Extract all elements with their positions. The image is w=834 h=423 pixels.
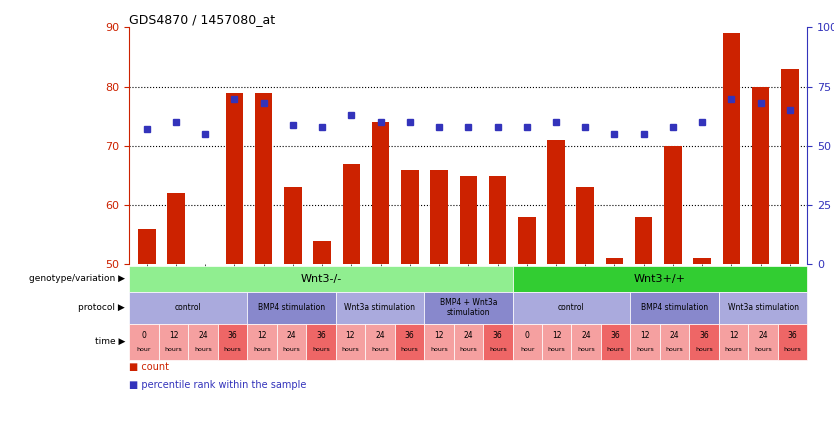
Text: 12: 12 (729, 331, 738, 340)
Text: 24: 24 (581, 331, 591, 340)
Text: BMP4 + Wnt3a
stimulation: BMP4 + Wnt3a stimulation (440, 298, 497, 317)
Bar (518, 217, 535, 264)
Bar (576, 187, 594, 264)
Bar (284, 187, 302, 264)
Text: 12: 12 (552, 331, 561, 340)
Text: ■ count: ■ count (129, 362, 169, 372)
Text: hour: hour (520, 347, 535, 352)
Text: 24: 24 (758, 331, 768, 340)
Text: hours: hours (430, 347, 448, 352)
Bar (547, 140, 565, 264)
Text: 36: 36 (610, 331, 620, 340)
Text: hour: hour (137, 347, 151, 352)
Bar (343, 164, 360, 264)
Bar (138, 229, 156, 264)
Text: 24: 24 (464, 331, 473, 340)
Text: 24: 24 (670, 331, 680, 340)
Bar (489, 176, 506, 264)
Text: 12: 12 (345, 331, 355, 340)
Bar (314, 241, 331, 264)
Bar (226, 93, 244, 264)
Text: hours: hours (666, 347, 684, 352)
Text: 12: 12 (257, 331, 267, 340)
Text: 36: 36 (316, 331, 326, 340)
Text: 36: 36 (699, 331, 709, 340)
Text: Wnt3a stimulation: Wnt3a stimulation (727, 303, 799, 312)
Text: hours: hours (371, 347, 389, 352)
Text: hours: hours (548, 347, 565, 352)
Bar (168, 193, 185, 264)
Text: Wnt3-/-: Wnt3-/- (300, 274, 341, 284)
Text: hours: hours (754, 347, 772, 352)
Bar (693, 258, 711, 264)
Text: GDS4870 / 1457080_at: GDS4870 / 1457080_at (129, 14, 275, 26)
Text: Wnt3a stimulation: Wnt3a stimulation (344, 303, 415, 312)
Text: hours: hours (489, 347, 506, 352)
Text: hours: hours (224, 347, 241, 352)
Text: hours: hours (577, 347, 595, 352)
Text: BMP4 stimulation: BMP4 stimulation (641, 303, 708, 312)
Text: 12: 12 (168, 331, 178, 340)
Text: hours: hours (283, 347, 300, 352)
Bar (722, 33, 740, 264)
Text: 36: 36 (228, 331, 238, 340)
Bar (781, 69, 798, 264)
Text: hours: hours (253, 347, 271, 352)
Bar (372, 122, 389, 264)
Text: hours: hours (607, 347, 625, 352)
Text: time ▶: time ▶ (95, 337, 125, 346)
Text: hours: hours (400, 347, 418, 352)
Text: hours: hours (725, 347, 742, 352)
Text: 12: 12 (641, 331, 650, 340)
Bar (460, 176, 477, 264)
Text: hours: hours (164, 347, 183, 352)
Text: Wnt3+/+: Wnt3+/+ (634, 274, 686, 284)
Bar (635, 217, 652, 264)
Text: hours: hours (312, 347, 329, 352)
Text: BMP4 stimulation: BMP4 stimulation (258, 303, 325, 312)
Text: 24: 24 (287, 331, 296, 340)
Text: hours: hours (784, 347, 801, 352)
Text: 36: 36 (493, 331, 503, 340)
Text: 0: 0 (525, 331, 530, 340)
Text: ■ percentile rank within the sample: ■ percentile rank within the sample (129, 380, 307, 390)
Bar (430, 170, 448, 264)
Bar (751, 87, 769, 264)
Text: 36: 36 (404, 331, 414, 340)
Text: protocol ▶: protocol ▶ (78, 303, 125, 312)
Bar (605, 258, 623, 264)
Text: 0: 0 (142, 331, 147, 340)
Text: genotype/variation ▶: genotype/variation ▶ (29, 274, 125, 283)
Text: 24: 24 (198, 331, 208, 340)
Text: hours: hours (194, 347, 212, 352)
Text: control: control (558, 303, 585, 312)
Text: 24: 24 (375, 331, 384, 340)
Bar (255, 93, 273, 264)
Text: 12: 12 (434, 331, 444, 340)
Text: control: control (175, 303, 202, 312)
Text: 36: 36 (787, 331, 797, 340)
Bar (401, 170, 419, 264)
Text: hours: hours (636, 347, 654, 352)
Text: hours: hours (341, 347, 359, 352)
Text: hours: hours (696, 347, 713, 352)
Bar (664, 146, 681, 264)
Text: hours: hours (460, 347, 477, 352)
